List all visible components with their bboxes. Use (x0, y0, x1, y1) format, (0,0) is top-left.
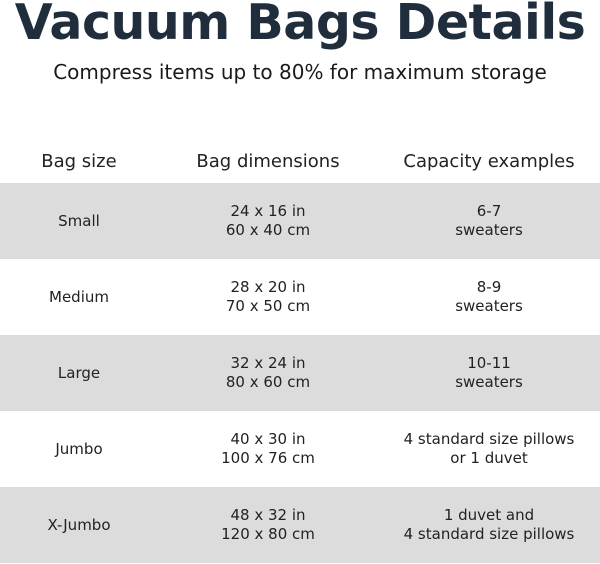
table-row: X-Jumbo 48 x 32 in 120 x 80 cm 1 duvet a… (0, 487, 600, 563)
capacity-line-1: 1 duvet and (443, 506, 535, 524)
table-header: Bag size Bag dimensions Capacity example… (0, 140, 600, 183)
bag-dimensions-cell: 24 x 16 in 60 x 40 cm (158, 202, 378, 240)
table-row: Small 24 x 16 in 60 x 40 cm 6-7 sweaters (0, 183, 600, 259)
capacity-line-2: sweaters (455, 221, 523, 239)
capacity-cell: 8-9 sweaters (378, 278, 600, 316)
capacity-line-2: sweaters (455, 297, 523, 315)
table-row: Large 32 x 24 in 80 x 60 cm 10-11 sweate… (0, 335, 600, 411)
capacity-line-1: 8-9 (476, 278, 502, 296)
dimensions-inches: 48 x 32 in (230, 506, 306, 524)
dimensions-cm: 70 x 50 cm (225, 297, 311, 315)
capacity-cell: 1 duvet and 4 standard size pillows (378, 506, 600, 544)
capacity-cell: 10-11 sweaters (378, 354, 600, 392)
dimensions-inches: 28 x 20 in (230, 278, 306, 296)
bag-size-cell: Medium (49, 287, 109, 306)
bag-size-cell: Large (57, 363, 101, 382)
header-bag-size: Bag size (41, 151, 117, 172)
bag-dimensions-cell: 28 x 20 in 70 x 50 cm (158, 278, 378, 316)
dimensions-inches: 24 x 16 in (230, 202, 306, 220)
capacity-line-1: 10-11 (467, 354, 511, 372)
capacity-cell: 6-7 sweaters (378, 202, 600, 240)
bag-dimensions-cell: 48 x 32 in 120 x 80 cm (158, 506, 378, 544)
table-row: Medium 28 x 20 in 70 x 50 cm 8-9 sweater… (0, 259, 600, 335)
capacity-line-2: sweaters (455, 373, 523, 391)
capacity-line-2: or 1 duvet (450, 449, 528, 467)
dimensions-cm: 120 x 80 cm (221, 525, 315, 543)
capacity-line-1: 4 standard size pillows (403, 430, 575, 448)
bag-size-cell: X-Jumbo (47, 515, 111, 534)
dimensions-cm: 100 x 76 cm (221, 449, 315, 467)
header-bag-dimensions: Bag dimensions (196, 151, 340, 172)
capacity-line-1: 6-7 (476, 202, 502, 220)
bag-dimensions-cell: 32 x 24 in 80 x 60 cm (158, 354, 378, 392)
bag-details-table: Bag size Bag dimensions Capacity example… (0, 140, 600, 563)
header-capacity-examples: Capacity examples (403, 151, 575, 172)
capacity-cell: 4 standard size pillows or 1 duvet (378, 430, 600, 468)
dimensions-inches: 32 x 24 in (230, 354, 306, 372)
capacity-line-2: 4 standard size pillows (403, 525, 575, 543)
subtitle: Compress items up to 80% for maximum sto… (53, 60, 547, 84)
dimensions-cm: 60 x 40 cm (225, 221, 311, 239)
page-title: Vacuum Bags Details (14, 0, 586, 51)
bag-dimensions-cell: 40 x 30 in 100 x 76 cm (158, 430, 378, 468)
table-row: Jumbo 40 x 30 in 100 x 76 cm 4 standard … (0, 411, 600, 487)
bag-size-cell: Small (58, 211, 100, 230)
dimensions-inches: 40 x 30 in (230, 430, 306, 448)
dimensions-cm: 80 x 60 cm (225, 373, 311, 391)
bag-size-cell: Jumbo (55, 439, 103, 458)
